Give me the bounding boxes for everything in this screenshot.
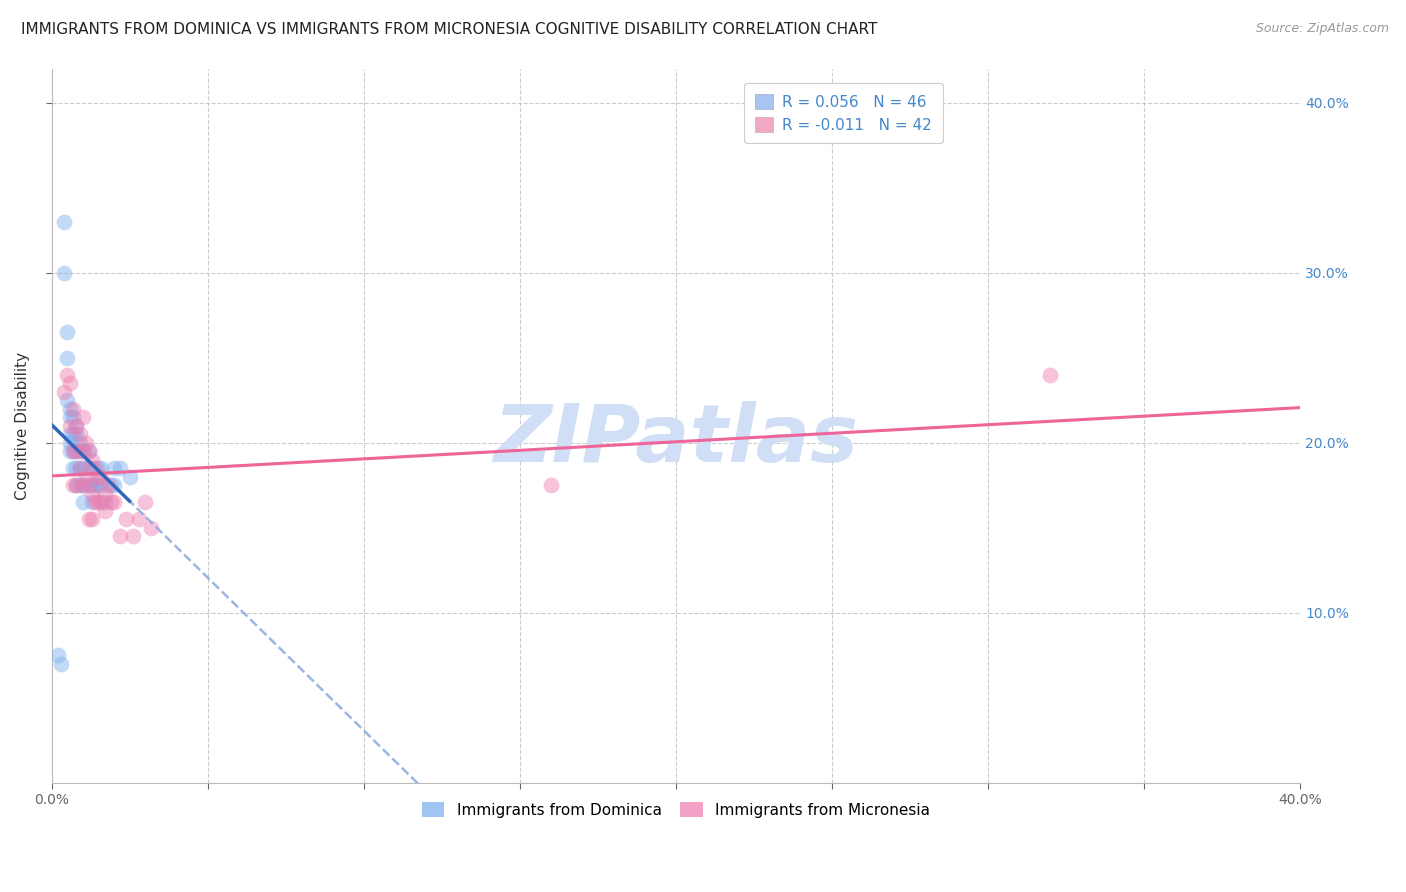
Point	[115, 512, 138, 526]
Point	[90, 461, 112, 475]
Point	[65, 444, 87, 458]
Point	[97, 478, 120, 492]
Point	[103, 495, 125, 509]
Point	[62, 427, 84, 442]
Point	[69, 435, 91, 450]
Point	[121, 529, 143, 543]
Point	[69, 461, 91, 475]
Point	[84, 461, 107, 475]
Point	[62, 444, 84, 458]
Point	[108, 529, 131, 543]
Point	[69, 478, 91, 492]
Point	[69, 461, 91, 475]
Point	[69, 444, 91, 458]
Point	[49, 657, 72, 671]
Point	[72, 461, 94, 475]
Point	[62, 444, 84, 458]
Point	[128, 512, 150, 526]
Point	[82, 487, 104, 501]
Point	[65, 461, 87, 475]
Point	[59, 444, 82, 458]
Point	[82, 495, 104, 509]
Y-axis label: Cognitive Disability: Cognitive Disability	[15, 351, 30, 500]
Point	[59, 376, 82, 391]
Point	[77, 478, 100, 492]
Point	[93, 495, 115, 509]
Point	[53, 266, 76, 280]
Point	[84, 495, 107, 509]
Point	[134, 495, 156, 509]
Point	[90, 495, 112, 509]
Point	[75, 470, 97, 484]
Point	[87, 461, 110, 475]
Point	[77, 444, 100, 458]
Point	[82, 452, 104, 467]
Point	[77, 461, 100, 475]
Point	[62, 478, 84, 492]
Point	[65, 478, 87, 492]
Point	[82, 461, 104, 475]
Point	[82, 478, 104, 492]
Point	[65, 418, 87, 433]
Text: IMMIGRANTS FROM DOMINICA VS IMMIGRANTS FROM MICRONESIA COGNITIVE DISABILITY CORR: IMMIGRANTS FROM DOMINICA VS IMMIGRANTS F…	[21, 22, 877, 37]
Point	[141, 521, 163, 535]
Point	[75, 435, 97, 450]
Point	[100, 478, 122, 492]
Point	[87, 495, 110, 509]
Point	[118, 470, 141, 484]
Point	[72, 410, 94, 425]
Point	[72, 495, 94, 509]
Point	[84, 478, 107, 492]
Text: Source: ZipAtlas.com: Source: ZipAtlas.com	[1256, 22, 1389, 36]
Point	[77, 444, 100, 458]
Point	[72, 478, 94, 492]
Point	[65, 444, 87, 458]
Point	[1039, 368, 1062, 382]
Legend: Immigrants from Dominica, Immigrants from Micronesia: Immigrants from Dominica, Immigrants fro…	[413, 795, 938, 825]
Point	[46, 648, 69, 663]
Point	[93, 487, 115, 501]
Point	[59, 435, 82, 450]
Point	[87, 470, 110, 484]
Point	[108, 461, 131, 475]
Point	[53, 214, 76, 228]
Point	[100, 495, 122, 509]
Point	[82, 512, 104, 526]
Point	[72, 478, 94, 492]
Point	[59, 427, 82, 442]
Point	[90, 478, 112, 492]
Point	[65, 418, 87, 433]
Point	[59, 401, 82, 416]
Point	[103, 478, 125, 492]
Point	[72, 444, 94, 458]
Text: ZIPatlas: ZIPatlas	[494, 401, 858, 479]
Point	[103, 461, 125, 475]
Point	[87, 478, 110, 492]
Point	[540, 478, 562, 492]
Point	[56, 368, 79, 382]
Point	[90, 470, 112, 484]
Point	[62, 461, 84, 475]
Point	[62, 410, 84, 425]
Point	[77, 512, 100, 526]
Point	[59, 410, 82, 425]
Point	[59, 418, 82, 433]
Point	[72, 444, 94, 458]
Point	[53, 384, 76, 399]
Point	[77, 478, 100, 492]
Point	[69, 427, 91, 442]
Point	[65, 427, 87, 442]
Point	[93, 504, 115, 518]
Point	[62, 401, 84, 416]
Point	[56, 325, 79, 339]
Point	[56, 393, 79, 408]
Point	[56, 351, 79, 365]
Point	[65, 478, 87, 492]
